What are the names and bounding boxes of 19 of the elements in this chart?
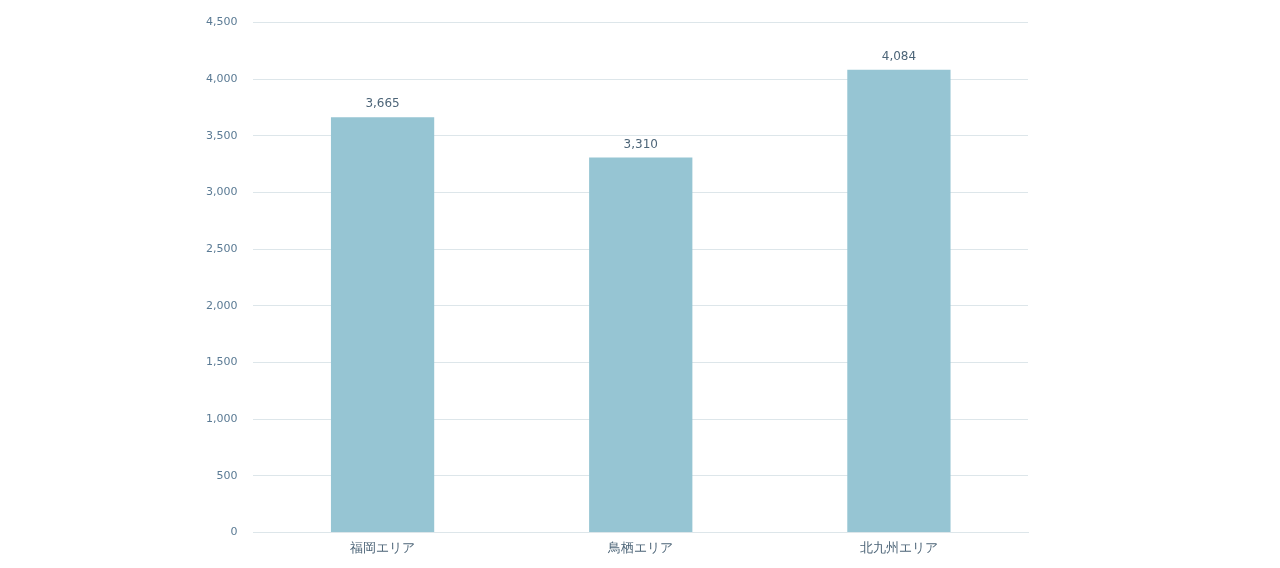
- y-tick-label: 0: [230, 525, 238, 539]
- y-tick-label: 3,500: [205, 128, 238, 142]
- x-tick-label: 福岡エリア: [350, 539, 416, 555]
- bar: [589, 157, 693, 532]
- data-label: 3,310: [623, 136, 658, 151]
- y-tick-label: 3,000: [205, 185, 238, 199]
- y-tick-label: 2,500: [205, 242, 238, 256]
- y-tick-label: 1,500: [205, 355, 238, 369]
- x-tick-label: 北九州エリア: [859, 539, 938, 555]
- y-tick-label: 4,000: [205, 72, 238, 86]
- bar: [847, 69, 951, 532]
- y-tick-label: 1,000: [205, 411, 238, 425]
- y-tick-label: 4,500: [205, 15, 238, 29]
- data-label: 3,665: [365, 96, 400, 111]
- y-tick-label: 2,000: [205, 298, 238, 312]
- y-tick-label: 500: [216, 468, 238, 482]
- data-label: 4,084: [881, 48, 917, 63]
- x-tick-label: 鳥栖エリア: [607, 539, 674, 555]
- bar: [330, 117, 435, 532]
